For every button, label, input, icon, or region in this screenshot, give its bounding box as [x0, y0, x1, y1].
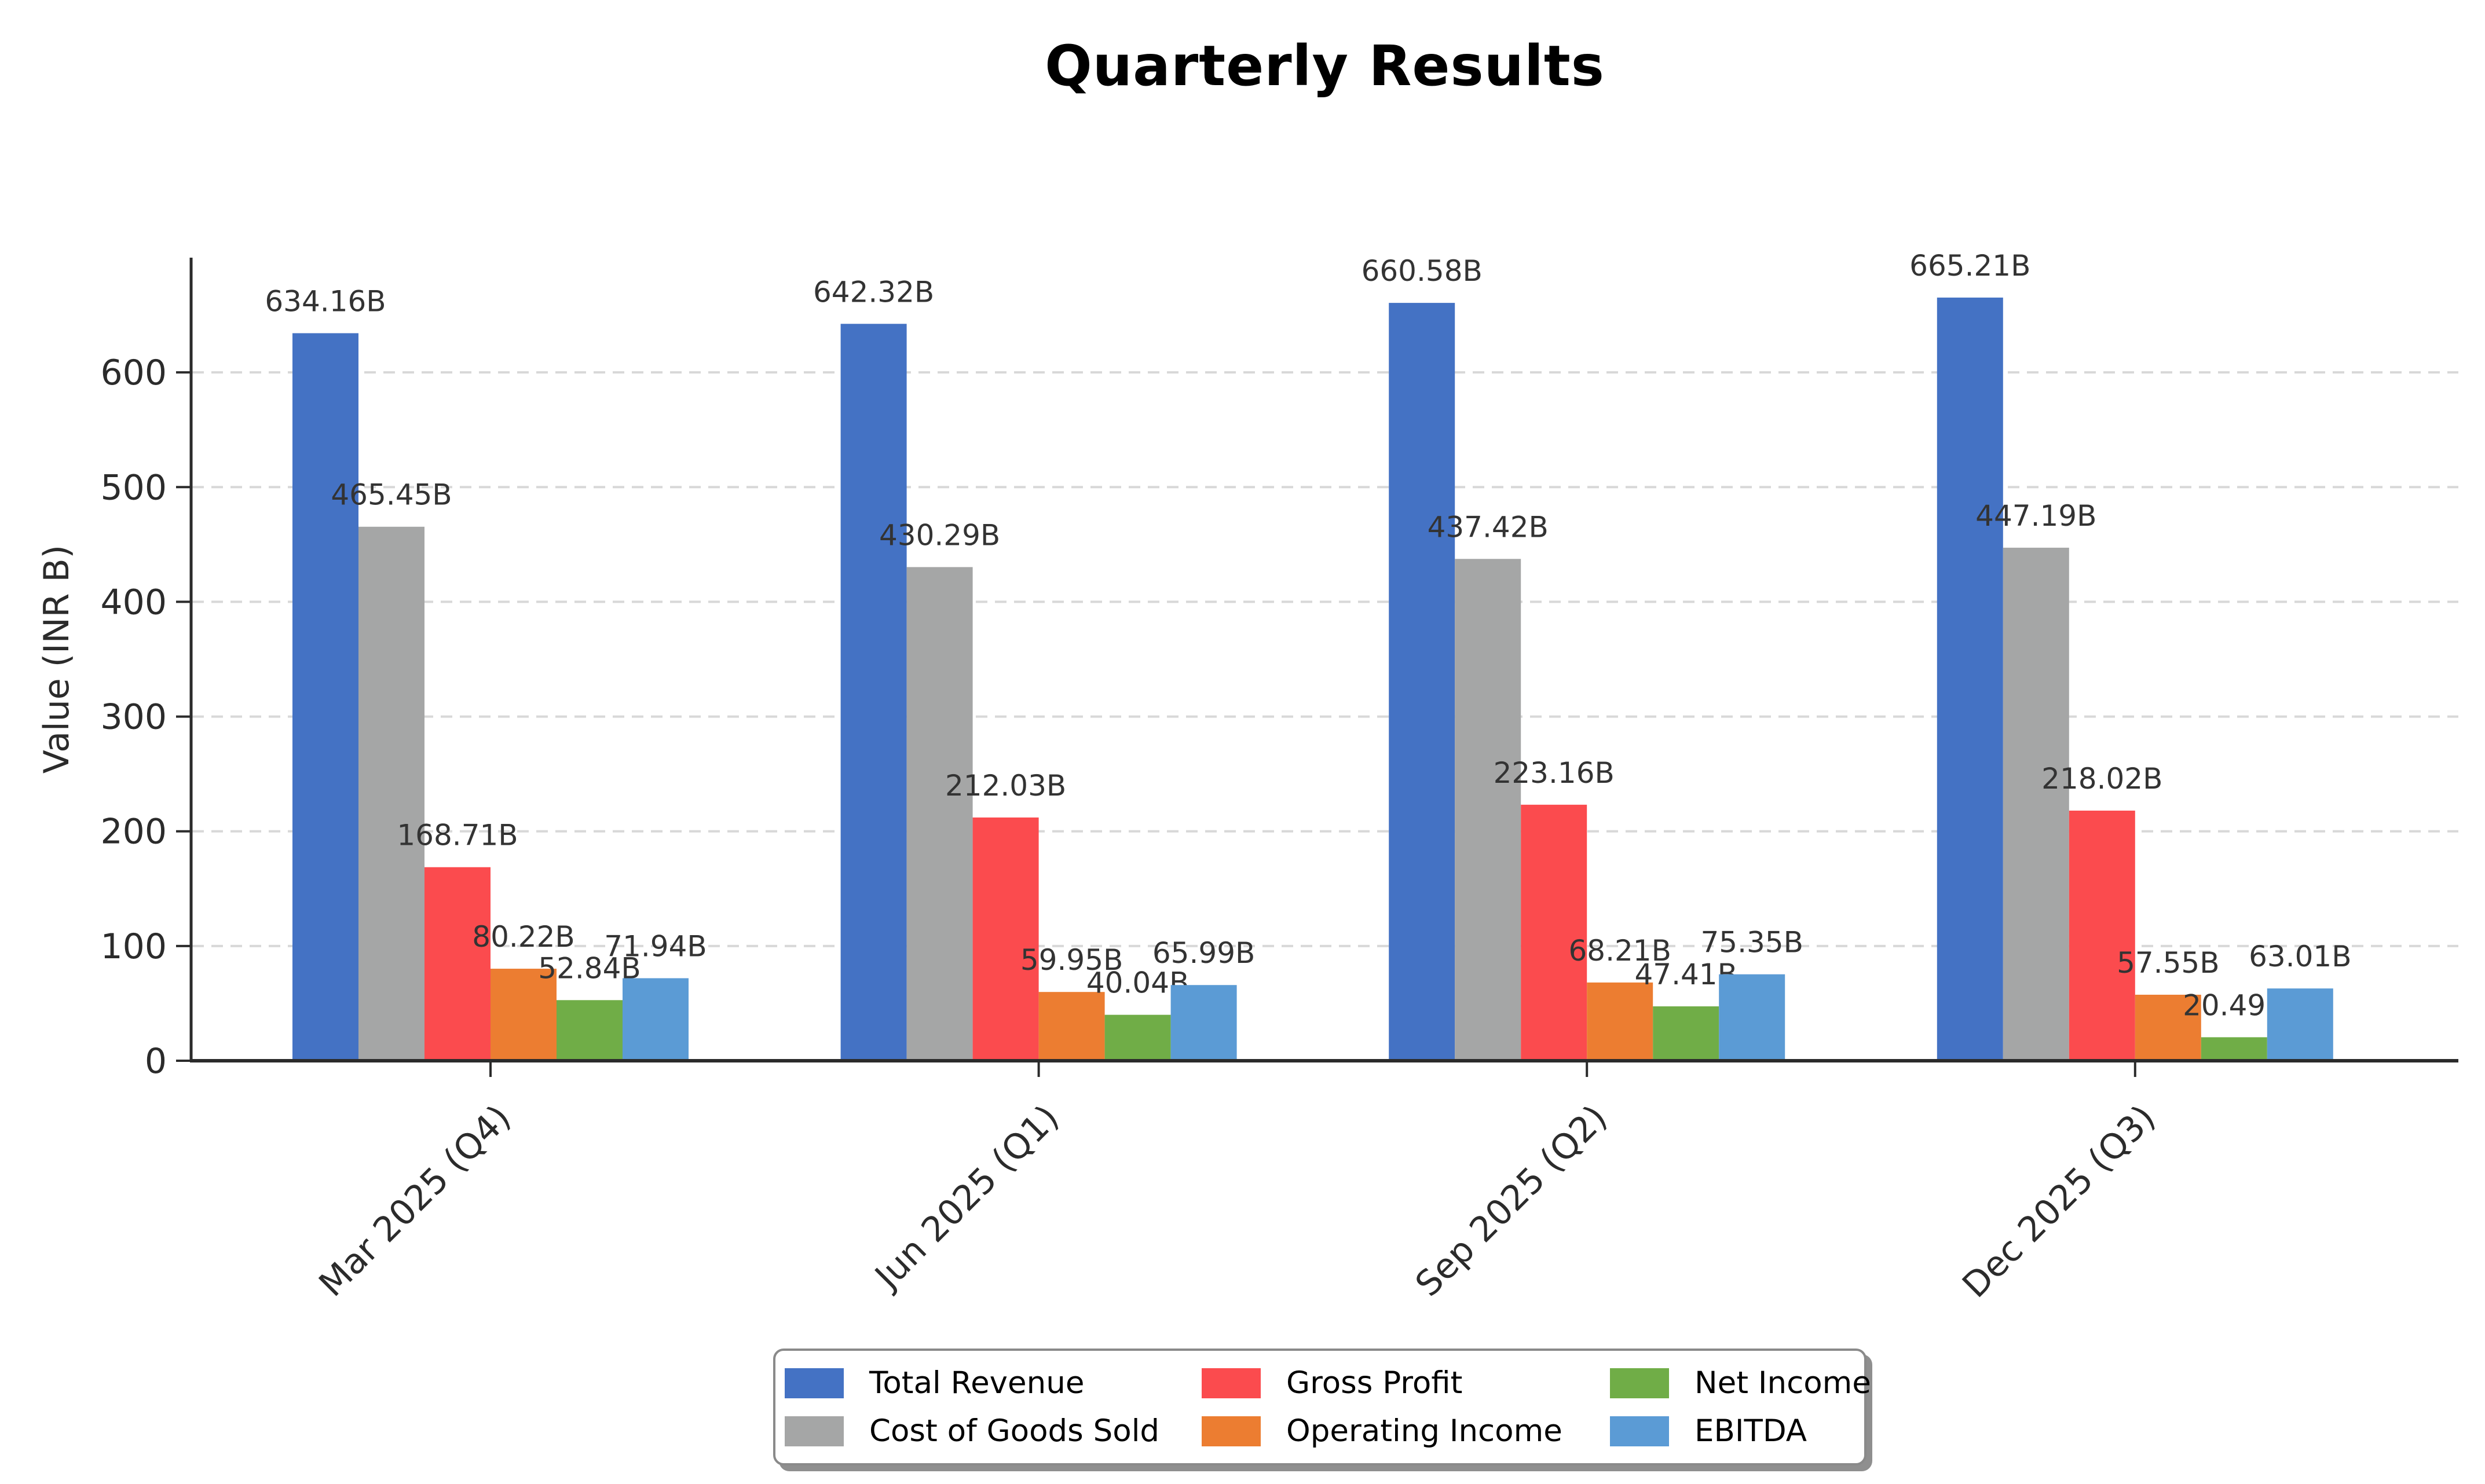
legend-swatch-cost-of-goods-sold [785, 1416, 844, 1446]
bar-gross-profit-sep-2025-q2 [1521, 804, 1587, 1061]
bar-ebitda-jun-2025-q1 [1170, 985, 1237, 1061]
bar-value-label: 57.55B [2117, 946, 2219, 980]
bar-cost-of-goods-sold-jun-2025-q1 [906, 567, 973, 1061]
bar-operating-income-sep-2025-q2 [1587, 982, 1653, 1061]
bar-cost-of-goods-sold-dec-2025-q3 [2003, 547, 2069, 1061]
bar-value-label: 218.02B [2041, 762, 2162, 796]
legend-swatch-gross-profit [1202, 1368, 1261, 1398]
bar-ebitda-mar-2025-q4 [623, 978, 689, 1061]
legend: Total Revenue Cost of Goods Sold Gross Pro… [773, 1349, 1871, 1465]
legend-item-operating-income: Operating Income [1202, 1413, 1610, 1449]
y-tick-label-400: 400 [100, 582, 167, 622]
y-tick-label-200: 200 [100, 812, 167, 852]
legend-label-net-income: Net Income [1695, 1365, 1871, 1401]
bar-value-label: 212.03B [945, 769, 1066, 803]
bar-gross-profit-dec-2025-q3 [2069, 811, 2135, 1061]
bar-operating-income-jun-2025-q1 [1038, 992, 1105, 1061]
y-tick-label-600: 600 [100, 353, 167, 393]
bar-value-label: 634.16B [265, 284, 386, 318]
bar-total-revenue-sep-2025-q2 [1389, 303, 1455, 1061]
bar-value-label: 665.21B [1909, 249, 2030, 283]
legend-item-total-revenue: Total Revenue [785, 1365, 1202, 1401]
bar-operating-income-dec-2025-q3 [2135, 994, 2201, 1061]
y-tick-label-0: 0 [145, 1041, 167, 1082]
bar-cost-of-goods-sold-mar-2025-q4 [358, 526, 424, 1061]
bar-value-label: 68.21B [1568, 934, 1671, 968]
chart-title: Quarterly Results [1045, 34, 1605, 98]
bar-net-income-jun-2025-q1 [1104, 1014, 1171, 1061]
bar-total-revenue-mar-2025-q4 [292, 333, 358, 1061]
legend-item-net-income: Net Income [1610, 1365, 1871, 1401]
bar-value-label: 447.19B [1975, 499, 2096, 533]
bar-total-revenue-dec-2025-q3 [1937, 297, 2003, 1061]
legend-swatch-total-revenue [785, 1368, 844, 1398]
legend-label-total-revenue: Total Revenue [869, 1365, 1085, 1401]
bar-value-label: 71.94B [604, 929, 707, 963]
bar-net-income-mar-2025-q4 [557, 1000, 623, 1061]
bar-ebitda-sep-2025-q2 [1719, 974, 1785, 1061]
bar-value-label: 80.22B [472, 920, 574, 954]
bar-net-income-sep-2025-q2 [1653, 1006, 1719, 1061]
bar-value-label: 430.29B [879, 518, 1000, 552]
legend-item-cost-of-goods-sold: Cost of Goods Sold [785, 1413, 1202, 1449]
bar-value-label: 223.16B [1494, 756, 1615, 790]
bar-value-label: 168.71B [397, 819, 518, 852]
bar-value-label: 75.35B [1700, 926, 1803, 959]
bar-operating-income-mar-2025-q4 [491, 969, 557, 1061]
y-tick-label-500: 500 [100, 467, 167, 508]
y-tick-label-300: 300 [100, 697, 167, 738]
bar-cost-of-goods-sold-sep-2025-q2 [1455, 559, 1521, 1061]
bar-value-label: 59.95B [1020, 943, 1123, 977]
bar-net-income-dec-2025-q3 [2201, 1037, 2267, 1061]
legend-swatch-ebitda [1610, 1416, 1669, 1446]
legend-label-cost-of-goods-sold: Cost of Goods Sold [869, 1413, 1160, 1449]
bar-value-label: 465.45B [331, 478, 452, 512]
bar-value-label: 642.32B [813, 275, 934, 309]
x-tick-label-dec-2025-q3: Dec 2025 (Q3) [1955, 1097, 2163, 1306]
legend-item-ebitda: EBITDA [1610, 1413, 1871, 1449]
x-tick-label-mar-2025-q4: Mar 2025 (Q4) [312, 1097, 519, 1305]
x-tick-label-jun-2025-q1: Jun 2025 (Q1) [866, 1097, 1067, 1298]
legend-swatch-net-income [1610, 1368, 1669, 1398]
bar-total-revenue-jun-2025-q1 [840, 324, 907, 1061]
y-axis-title: Value (INR B) [36, 545, 77, 774]
legend-item-gross-profit: Gross Profit [1202, 1365, 1610, 1401]
bar-gross-profit-jun-2025-q1 [972, 817, 1039, 1061]
legend-label-gross-profit: Gross Profit [1286, 1365, 1463, 1401]
legend-swatch-operating-income [1202, 1416, 1261, 1446]
bar-value-label: 660.58B [1362, 254, 1483, 288]
x-tick-label-sep-2025-q2: Sep 2025 (Q2) [1408, 1097, 1615, 1305]
bar-value-label: 63.01B [2249, 940, 2351, 973]
legend-label-operating-income: Operating Income [1286, 1413, 1562, 1449]
bar-ebitda-dec-2025-q3 [2267, 988, 2333, 1061]
y-tick-label-100: 100 [100, 926, 167, 967]
legend-label-ebitda: EBITDA [1695, 1413, 1807, 1449]
bar-value-label: 437.42B [1428, 510, 1549, 544]
bar-gross-profit-mar-2025-q4 [424, 867, 491, 1061]
bar-value-label: 65.99B [1152, 936, 1255, 970]
